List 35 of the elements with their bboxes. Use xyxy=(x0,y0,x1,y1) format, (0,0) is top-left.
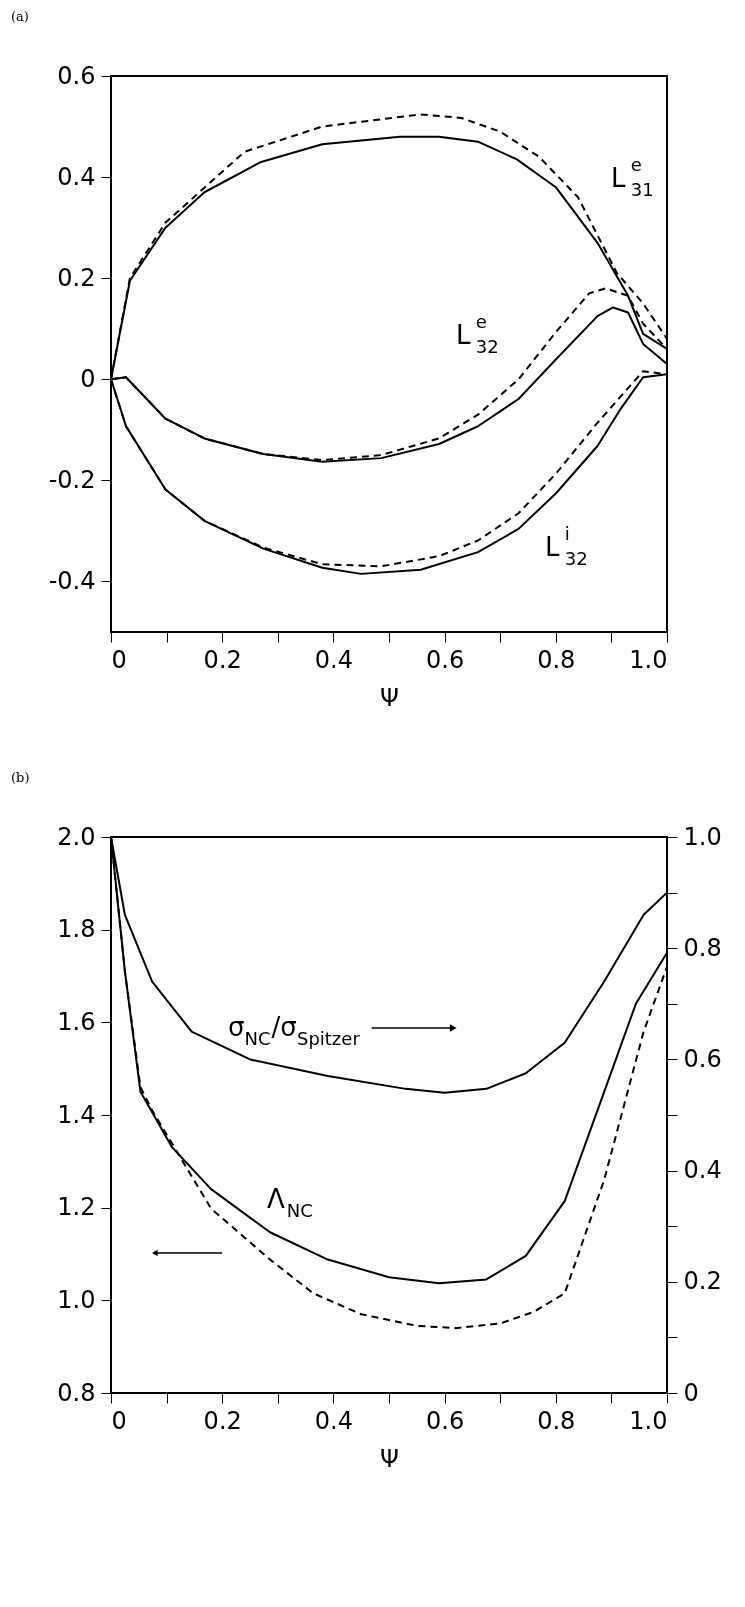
y-tick-label: 2.0 xyxy=(57,822,96,851)
chart-title: (a) xyxy=(11,9,29,24)
x-tick-label: 0.2 xyxy=(203,645,242,674)
x-tick-label: 0 xyxy=(111,1406,127,1435)
x-axis-title: Ψ xyxy=(380,1444,399,1473)
x-tick-label: 1.0 xyxy=(629,645,668,674)
y-tick-label: 0.6 xyxy=(57,61,96,90)
y2-tick-label: 0.6 xyxy=(683,1044,722,1073)
y-tick-label: 1.4 xyxy=(57,1100,96,1129)
y2-tick-label: 0.4 xyxy=(683,1156,722,1185)
x-tick-label: 0.4 xyxy=(314,645,353,674)
y-tick-label: -0.4 xyxy=(48,566,96,595)
y2-tick-label: 0.8 xyxy=(683,933,722,962)
y-tick-label: 1.0 xyxy=(57,1285,96,1314)
y-tick-label: 0 xyxy=(80,364,96,393)
x-tick-label: 0.2 xyxy=(203,1406,242,1435)
x-tick-label: 0 xyxy=(111,645,127,674)
y2-tick-label: 1.0 xyxy=(683,822,722,851)
x-tick-label: 0.4 xyxy=(314,1406,353,1435)
x-tick-label: 0.6 xyxy=(426,1406,465,1435)
y2-tick-label: 0.2 xyxy=(683,1267,722,1296)
x-tick-label: 0.8 xyxy=(537,645,576,674)
x-tick-label: 0.8 xyxy=(537,1406,576,1435)
y-tick-label: 0.2 xyxy=(57,263,96,292)
y-tick-label: 0.4 xyxy=(57,162,96,191)
x-axis-title: Ψ xyxy=(380,683,399,712)
y2-tick-label: 0 xyxy=(683,1378,699,1407)
y-tick-label: -0.2 xyxy=(48,465,96,494)
y-tick-label: 1.6 xyxy=(57,1007,96,1036)
y-tick-label: 1.8 xyxy=(57,915,96,944)
x-tick-label: 1.0 xyxy=(629,1406,668,1435)
chart-title: (b) xyxy=(11,770,30,785)
y-tick-label: 0.8 xyxy=(57,1378,96,1407)
x-tick-label: 0.6 xyxy=(426,645,465,674)
y-tick-label: 1.2 xyxy=(57,1193,96,1222)
